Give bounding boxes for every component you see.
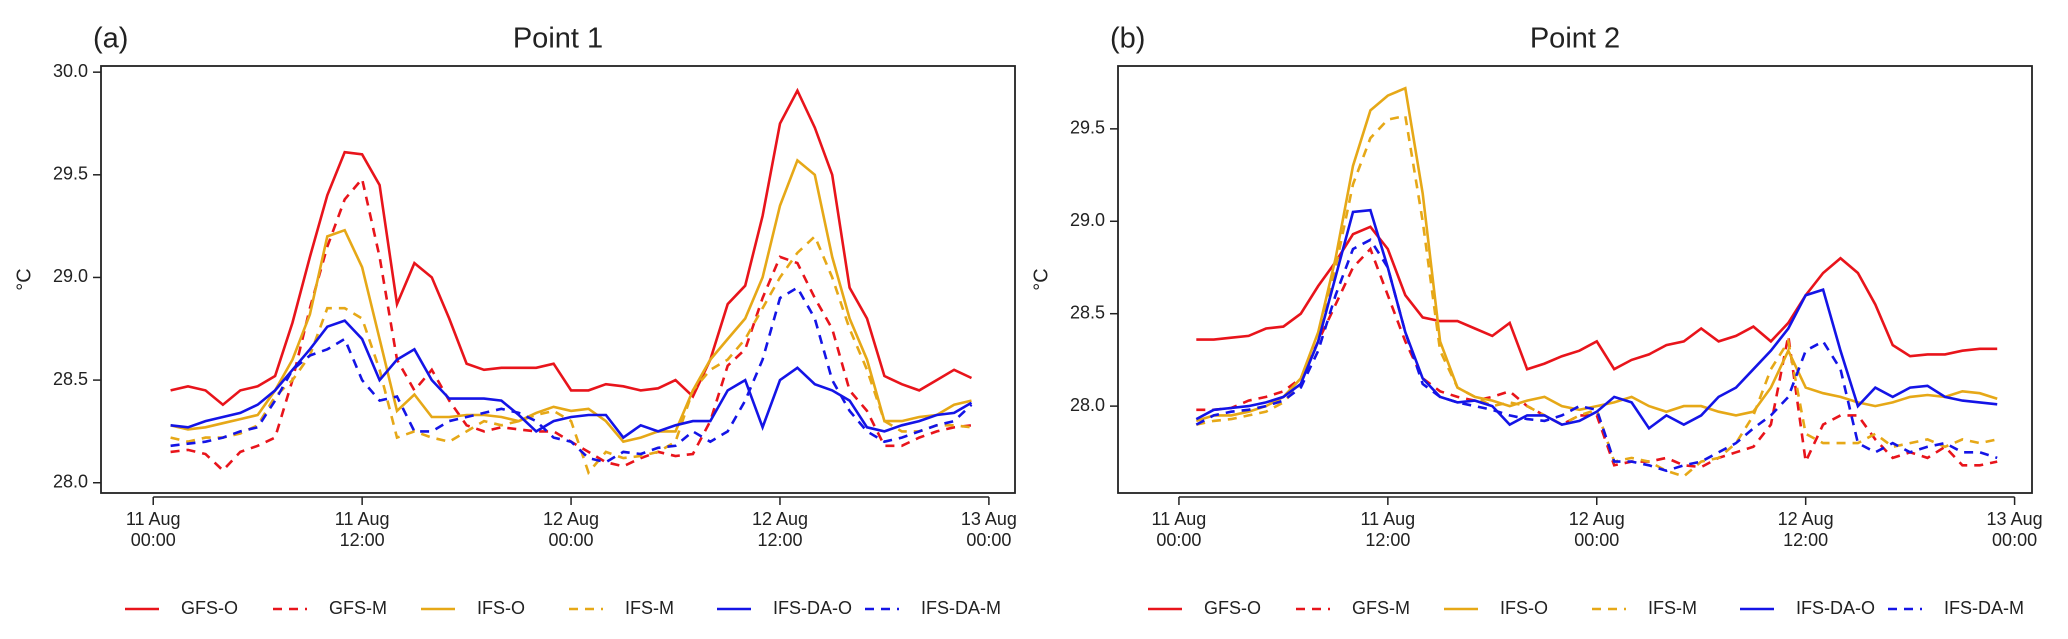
y-tick-label: 29.0 — [1070, 210, 1105, 230]
legend-label: GFS-O — [181, 598, 238, 618]
series-line — [1196, 114, 1998, 478]
y-tick-label: 30.0 — [53, 61, 88, 81]
chart-title: Point 2 — [1530, 23, 1620, 55]
plot-frame — [1117, 65, 2033, 494]
legend-label: IFS-M — [1648, 598, 1697, 618]
y-tick-label: 28.0 — [1070, 395, 1105, 415]
x-tick-label: 12 Aug 12:00 — [1777, 509, 1834, 550]
legend-label: IFS-DA-O — [1796, 598, 1875, 618]
x-tick-label: 13 Aug 00:00 — [1986, 509, 2043, 550]
series-line — [1196, 246, 1998, 469]
series-line — [170, 158, 972, 444]
legend-label: IFS-DA-M — [1944, 598, 2024, 618]
y-tick-label: 29.5 — [1070, 118, 1105, 138]
x-tick-label: 11 Aug 12:00 — [1360, 509, 1416, 550]
legend-label: GFS-O — [1204, 598, 1261, 618]
series-line — [170, 234, 972, 476]
y-tick-label: 29.5 — [53, 164, 88, 184]
legend-label: GFS-M — [329, 598, 387, 618]
x-tick-label: 12 Aug 12:00 — [751, 509, 808, 550]
series-line — [170, 87, 973, 407]
y-tick-label: 28.0 — [53, 471, 88, 491]
legend-label: IFS-DA-M — [921, 598, 1001, 618]
legend-label: IFS-DA-O — [773, 598, 852, 618]
series-line — [1195, 238, 1998, 473]
panel-label: (b) — [1110, 23, 1145, 55]
y-axis-label: °C — [13, 268, 35, 290]
panel-label: (a) — [93, 23, 128, 55]
legend-label: IFS-O — [477, 598, 525, 618]
series-line — [1196, 225, 1998, 371]
y-tick-label: 28.5 — [1070, 302, 1105, 322]
x-tick-label: 12 Aug 00:00 — [543, 509, 600, 550]
chart-title: Point 1 — [513, 23, 603, 55]
x-tick-label: 11 Aug 00:00 — [1151, 509, 1207, 550]
series-line — [170, 285, 973, 464]
series-line — [1195, 86, 1998, 423]
y-tick-label: 29.0 — [53, 266, 88, 286]
plot-frame — [100, 65, 1016, 494]
y-axis-label: °C — [1030, 268, 1052, 290]
x-tick-label: 13 Aug 00:00 — [960, 509, 1017, 550]
series-line — [170, 319, 973, 440]
legend-label: IFS-M — [625, 598, 674, 618]
legend-label: IFS-O — [1500, 598, 1548, 618]
x-tick-label: 11 Aug 00:00 — [125, 509, 181, 550]
series-line — [1195, 208, 1998, 431]
x-tick-label: 11 Aug 12:00 — [334, 509, 390, 550]
y-tick-label: 28.5 — [53, 369, 88, 389]
legend-label: GFS-M — [1352, 598, 1410, 618]
x-tick-label: 12 Aug 00:00 — [1568, 509, 1625, 550]
